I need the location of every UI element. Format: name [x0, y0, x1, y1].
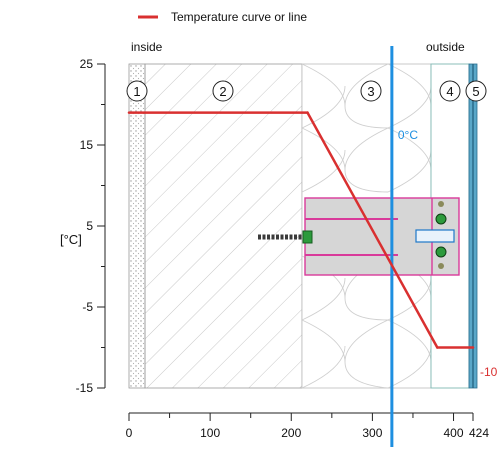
anchor-head — [302, 230, 313, 244]
layer-markers: 1 2 3 4 5 — [126, 80, 487, 102]
bracket-clip — [415, 229, 455, 243]
x-tick-label: 300 — [362, 426, 382, 440]
legend-label: Temperature curve or line — [171, 10, 307, 24]
y-tick-label: 5 — [86, 219, 93, 233]
zero-degree-label: 0°C — [398, 128, 418, 142]
layer-marker-label: 3 — [367, 84, 374, 99]
layer-marker-label: 1 — [133, 84, 140, 99]
x-tick-label: 424 — [469, 426, 489, 440]
layer-marker-label: 2 — [219, 84, 226, 99]
x-tick-label: 0 — [126, 426, 133, 440]
bracket-bolt-bottom-icon — [435, 246, 447, 258]
y-axis-label: [°C] — [60, 232, 82, 247]
bracket-assembly — [258, 197, 460, 276]
x-axis: 0 100 200 300 400 424 — [126, 412, 489, 440]
layer-marker — [212, 80, 234, 102]
y-tick-label: 15 — [80, 138, 94, 152]
layer-marker — [126, 80, 148, 102]
y-axis: 25 15 5 -5 -15 — [76, 57, 106, 395]
layer-marker-label: 5 — [472, 84, 479, 99]
bracket-rivet-top-icon — [438, 201, 444, 207]
temperature-series — [127, 111, 475, 349]
outside-label: outside — [426, 40, 465, 54]
x-tick-label: 400 — [444, 426, 464, 440]
x-tick-label: 200 — [281, 426, 301, 440]
temperature-segment — [306, 111, 439, 349]
layer-marker — [465, 80, 487, 102]
layer-marker — [360, 80, 382, 102]
y-tick-label: 25 — [80, 57, 94, 71]
insulation-pattern — [301, 63, 432, 389]
layer-marker — [439, 80, 461, 102]
inside-label: inside — [131, 40, 163, 54]
bracket-bolt-top-icon — [435, 213, 447, 225]
layer-2-masonry — [144, 63, 303, 389]
layer-marker-label: 4 — [446, 84, 453, 99]
legend: Temperature curve or line — [138, 10, 307, 24]
zero-line-group: 0°C — [390, 46, 418, 447]
outside-temp-label: -10 — [480, 365, 498, 379]
bracket-rivet-bottom-icon — [438, 263, 444, 269]
y-tick-label: -15 — [76, 381, 94, 395]
x-tick-label: 100 — [200, 426, 220, 440]
y-tick-label: -5 — [82, 300, 93, 314]
